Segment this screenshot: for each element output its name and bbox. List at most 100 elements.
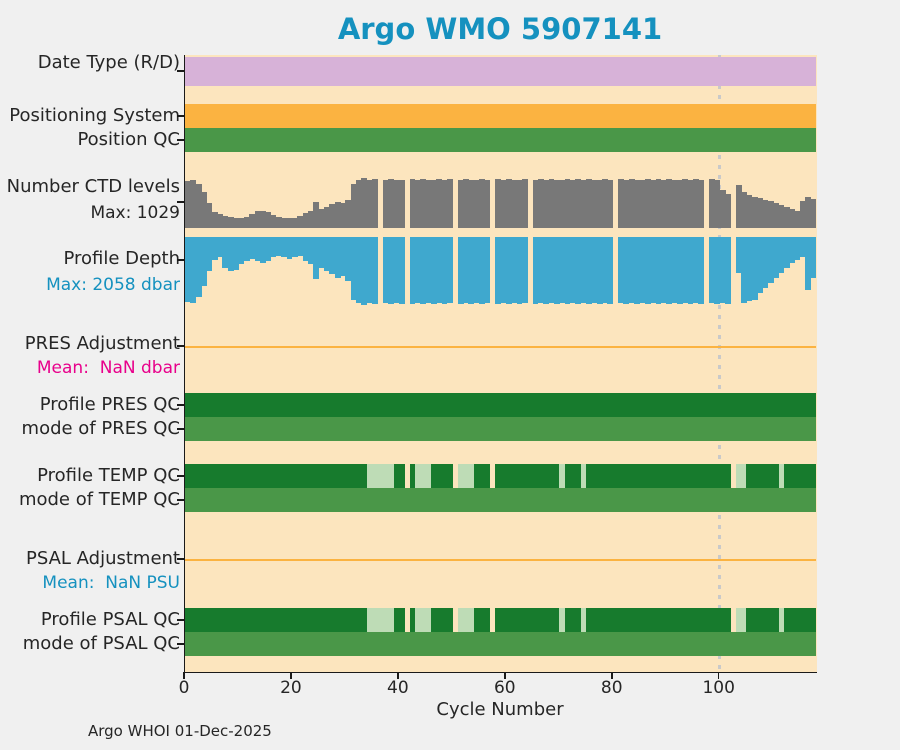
profile_depth-bar bbox=[634, 237, 640, 304]
profile_temp_qc-segment bbox=[559, 464, 565, 488]
ctd_levels-bar bbox=[185, 181, 191, 228]
profile_depth-bar bbox=[682, 237, 689, 304]
profile_depth-bar bbox=[190, 237, 197, 303]
profile_depth-bar bbox=[623, 237, 630, 305]
ctd_levels-bar bbox=[479, 178, 485, 228]
profile_depth-bar bbox=[259, 237, 266, 263]
mode_pres_qc-segment bbox=[185, 417, 817, 441]
ctd_levels-bar bbox=[259, 210, 266, 228]
profile_depth-bar bbox=[569, 237, 576, 304]
profile_depth-bar bbox=[324, 237, 330, 272]
x-axis-tick bbox=[504, 672, 506, 679]
ctd_levels-bar bbox=[810, 199, 817, 228]
y-axis-tick bbox=[177, 115, 184, 117]
ctd_levels-bar bbox=[409, 179, 416, 228]
profile_depth-bar bbox=[751, 237, 758, 300]
profile_depth-bar bbox=[302, 237, 309, 261]
profile_depth-bar bbox=[313, 237, 320, 280]
profile_psal_qc-segment bbox=[457, 608, 475, 632]
ctd_levels-bar bbox=[473, 179, 480, 228]
mode_temp_qc-label: mode of TEMP QC bbox=[18, 489, 180, 510]
ctd_levels-bar bbox=[195, 183, 202, 228]
x-axis-tick bbox=[397, 672, 399, 679]
date_type-band bbox=[185, 57, 816, 86]
pres_adjustment-sublabel: Mean: NaN dbar bbox=[36, 358, 180, 378]
ctd_levels-bar bbox=[682, 179, 689, 228]
profile_temp_qc-segment bbox=[366, 464, 394, 488]
profile_depth-bar bbox=[596, 237, 603, 305]
profile_depth-bar bbox=[329, 237, 336, 275]
ctd_levels-bar bbox=[457, 179, 464, 228]
ctd_levels-bar bbox=[329, 204, 336, 228]
ctd_levels-bar bbox=[591, 179, 598, 228]
profile_temp_qc-segment bbox=[473, 464, 491, 488]
ctd_levels-bar bbox=[660, 180, 667, 228]
profile_depth-bar bbox=[676, 237, 683, 304]
ctd_levels-label: Number CTD levels bbox=[6, 176, 180, 197]
profile_psal_qc-segment bbox=[495, 608, 560, 632]
profile_depth-bar bbox=[618, 237, 624, 304]
ctd_levels-bar bbox=[618, 178, 624, 228]
ctd_levels-bar bbox=[340, 202, 346, 228]
profile_depth-bar bbox=[708, 237, 715, 304]
plot-area bbox=[184, 55, 817, 673]
profile_depth-bar bbox=[243, 237, 250, 261]
y-axis-tick bbox=[177, 558, 184, 560]
position_qc-band bbox=[185, 128, 816, 152]
ctd_levels-bar bbox=[602, 179, 608, 228]
profile_psal_qc-label: Profile PSAL QC bbox=[40, 609, 180, 630]
ctd_levels-bar bbox=[366, 179, 373, 228]
profile_pres_qc-label: Profile PRES QC bbox=[39, 394, 180, 415]
ctd_levels-bar bbox=[655, 179, 662, 228]
profile_psal_qc-segment bbox=[414, 608, 432, 632]
ctd_levels-bar bbox=[484, 179, 491, 228]
x-axis-tick bbox=[290, 672, 292, 679]
profile_depth-bar bbox=[628, 237, 635, 303]
profile_depth-bar bbox=[420, 237, 427, 304]
profile_psal_qc-segment bbox=[735, 608, 747, 632]
profile_temp_qc-segment bbox=[586, 464, 731, 488]
profile_depth-bar bbox=[778, 237, 785, 274]
profile_depth-bar bbox=[580, 237, 587, 303]
profile_depth-bar bbox=[805, 237, 812, 290]
ctd_levels-bar bbox=[741, 191, 747, 228]
profile_temp_qc-segment bbox=[409, 464, 416, 488]
ctd_levels-bar bbox=[495, 179, 501, 228]
profile_depth-bar bbox=[275, 237, 282, 256]
ctd_levels-bar bbox=[650, 179, 657, 228]
profile_temp_qc-segment bbox=[185, 464, 368, 488]
ctd_levels-bar bbox=[436, 179, 443, 228]
profile_depth-bar bbox=[543, 237, 550, 304]
profile_depth-bar bbox=[254, 237, 261, 262]
ctd_levels-bar bbox=[201, 191, 207, 228]
profile_temp_qc-label: Profile TEMP QC bbox=[37, 465, 180, 486]
profile_depth-bar bbox=[441, 237, 448, 304]
profile_depth-bar bbox=[356, 237, 362, 304]
ctd_levels-bar bbox=[463, 179, 469, 228]
ctd_levels-bar bbox=[767, 201, 774, 228]
profile_depth-bar bbox=[345, 237, 352, 282]
profile_depth-bar bbox=[281, 237, 288, 258]
profile_depth-bar bbox=[660, 237, 667, 304]
profile_depth-bar bbox=[372, 237, 378, 304]
profile_temp_qc-segment bbox=[735, 464, 747, 488]
profile_depth-bar bbox=[725, 237, 731, 304]
profile_depth-bar bbox=[468, 237, 475, 304]
profile_psal_qc-segment bbox=[409, 608, 416, 632]
profile_depth-sublabel: Max: 2058 dbar bbox=[46, 275, 180, 295]
profile_psal_qc-segment bbox=[473, 608, 491, 632]
ctd_levels-bar bbox=[345, 200, 352, 228]
ctd_levels-bar bbox=[543, 179, 550, 228]
profile_depth-bar bbox=[409, 237, 416, 305]
profile_depth-bar bbox=[206, 237, 213, 272]
x-tick-label: 0 bbox=[178, 678, 190, 698]
profile_depth-bar bbox=[767, 237, 774, 284]
ctd_levels-bar bbox=[211, 212, 218, 228]
ctd_levels-bar bbox=[356, 180, 362, 228]
ctd_levels-bar bbox=[708, 179, 715, 228]
profile_depth-bar bbox=[564, 237, 571, 304]
profile_psal_qc-segment bbox=[559, 608, 565, 632]
ctd_levels-bar bbox=[757, 198, 763, 228]
profile_depth-bar bbox=[810, 237, 817, 279]
